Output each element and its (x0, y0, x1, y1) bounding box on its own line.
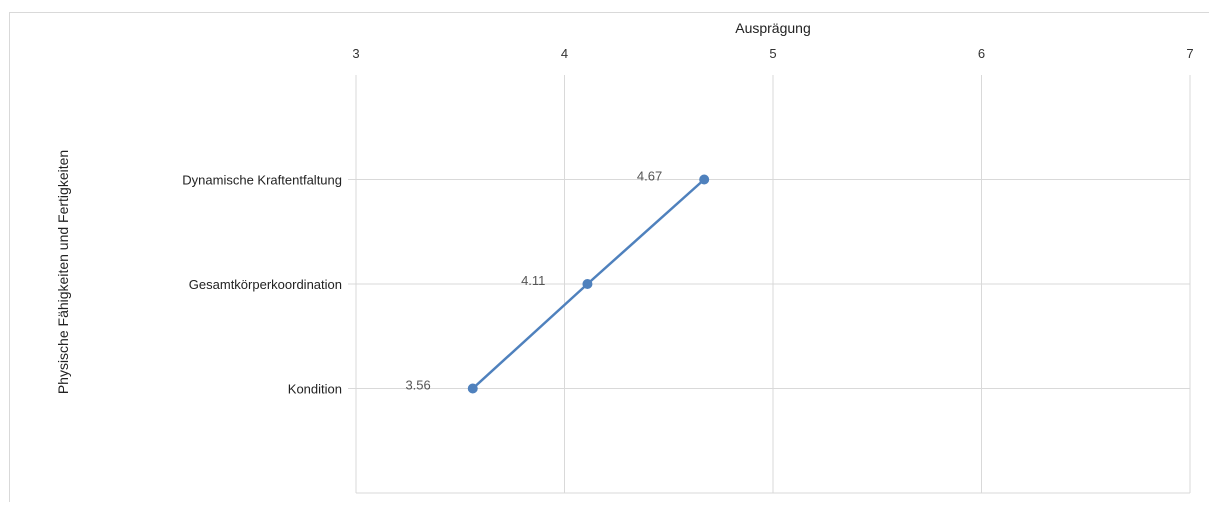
x-tick-label: 7 (1186, 46, 1193, 61)
data-point (699, 174, 710, 185)
category-label: Kondition (288, 382, 342, 397)
x-tick-label: 5 (769, 46, 776, 61)
chart-frame (9, 12, 1209, 502)
gridlines (348, 75, 1191, 494)
x-tick-labels: 3 4 5 6 7 (352, 46, 1193, 61)
series-line (467, 174, 710, 394)
x-tick-label: 4 (561, 46, 568, 61)
data-label: 4.11 (521, 273, 545, 288)
category-labels: Dynamische Kraftentfaltung Gesamtkörperko… (182, 173, 342, 397)
data-point (582, 279, 593, 289)
x-axis-title: Ausprägung (735, 20, 811, 36)
y-axis-title: Physische Fähigkeiten und Fertigkeiten (55, 150, 71, 394)
data-labels: 4.67 4.11 3.56 (405, 169, 662, 393)
data-label: 3.56 (405, 378, 430, 393)
data-point (467, 383, 478, 394)
category-label: Gesamtkörperkoordination (189, 277, 342, 292)
x-tick-label: 6 (978, 46, 985, 61)
data-label: 4.67 (637, 169, 662, 184)
x-tick-label: 3 (352, 46, 359, 61)
category-label: Dynamische Kraftentfaltung (182, 173, 342, 188)
